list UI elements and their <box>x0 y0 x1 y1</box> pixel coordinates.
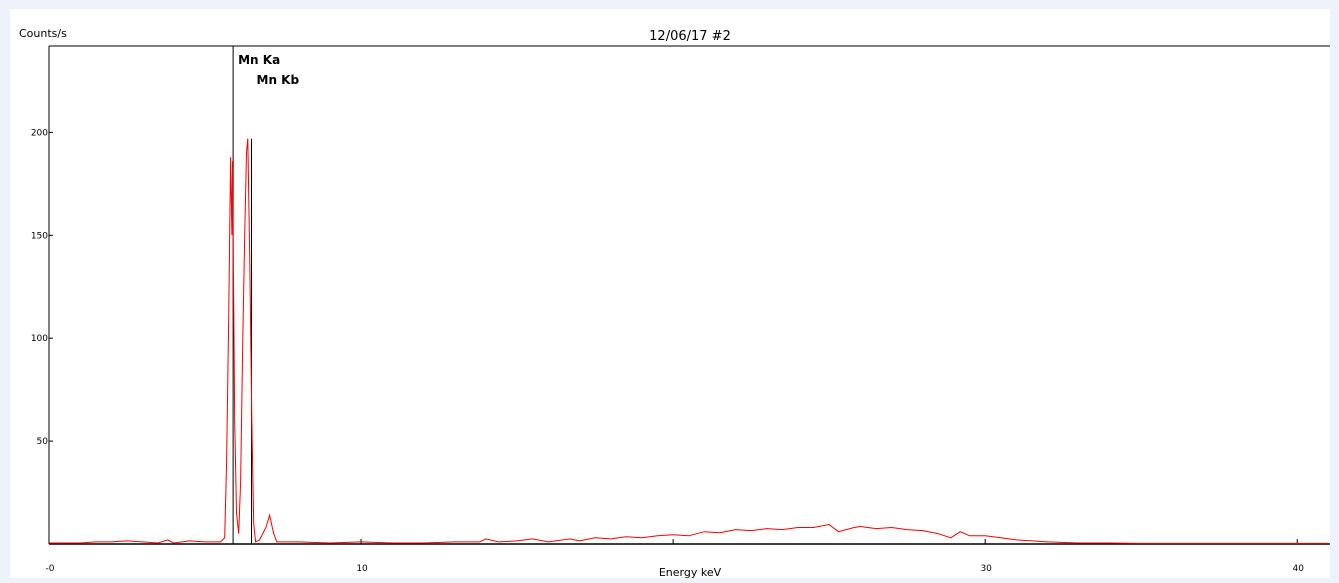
x-axis-label: Energy keV <box>659 566 722 579</box>
y-tick-label: 200 <box>31 128 48 138</box>
y-tick-label: 100 <box>31 334 48 344</box>
y-tick-label: 150 <box>31 231 48 241</box>
y-tick-label: 50 <box>37 437 49 447</box>
spectrum-series-line <box>49 138 1329 544</box>
x-tick-label: -0 <box>46 564 55 574</box>
chart-panel <box>10 9 1330 578</box>
element-marker-label: Mn Ka <box>238 53 280 67</box>
chart-title: 12/06/17 #2 <box>649 29 731 44</box>
element-marker-label: Mn Kb <box>257 73 300 87</box>
x-tick-label: 40 <box>1293 564 1305 574</box>
x-tick-label: 30 <box>980 564 992 574</box>
y-axis-label: Counts/s <box>19 27 67 40</box>
x-tick-label: 10 <box>356 564 368 574</box>
